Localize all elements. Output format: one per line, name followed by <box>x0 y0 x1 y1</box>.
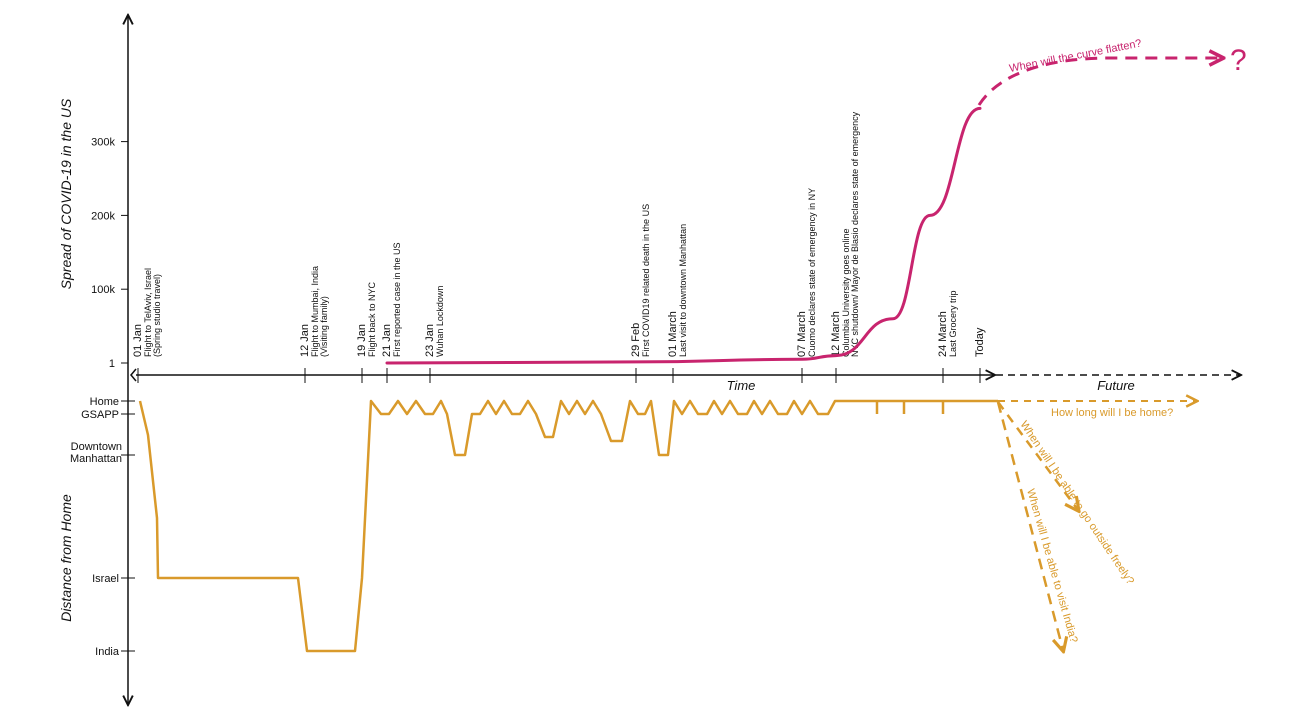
covid-tick-label: 200k <box>91 210 115 222</box>
event-label: 12 March Columbia University goes online N… <box>830 111 860 357</box>
event-description: Flight to TelAviv, Israel <box>143 268 153 357</box>
future-label: Future <box>1097 378 1135 393</box>
event-label: 01 Jan Flight to TelAviv, Israel (Spring s… <box>132 268 162 357</box>
covid-tick-label: 1 <box>109 358 115 370</box>
covid-projection-line <box>977 58 1222 106</box>
distance-series-line <box>138 399 998 653</box>
event-label: 01 March Last visit to downtown Manhattan <box>667 224 688 357</box>
curve-question: When will the curve flatten? <box>1008 37 1142 74</box>
event-date: 23 Jan <box>424 324 436 357</box>
distance-tick-label: GSAPP <box>81 409 119 421</box>
event-description: NYC shutdown/ Mayor de Blasio declares s… <box>850 111 860 357</box>
event-date: Today <box>974 327 986 357</box>
time-axis-left-arrow <box>130 368 137 382</box>
event-label: 23 Jan Wuhan Lockdown <box>424 286 445 357</box>
event-label: 21 Jan First reported case in the US <box>381 242 402 357</box>
event-description: (Visiting family) <box>319 296 329 357</box>
event-description: First COVID19 related death in the US <box>641 204 651 357</box>
event-date: 12 March <box>830 311 842 357</box>
event-date: 01 Jan <box>132 324 144 357</box>
event-date: 29 Feb <box>630 323 642 357</box>
distance-axis-title: Distance from Home <box>58 494 74 622</box>
event-description: Last visit to downtown Manhattan <box>678 224 688 357</box>
covid-tick-label: 300k <box>91 137 115 149</box>
distance-tick-label: India <box>95 646 120 658</box>
event-label: 24 March Last Grocery trip <box>937 290 958 357</box>
distance-tick-label: Israel <box>92 573 119 585</box>
covid-axis-title: Spread of COVID-19 in the US <box>58 98 74 289</box>
time-label: Time <box>727 378 756 393</box>
curve-question-mark: ? <box>1230 44 1247 77</box>
event-date: 19 Jan <box>356 324 368 357</box>
event-description: First reported case in the US <box>392 242 402 357</box>
covid-tick-label: 100k <box>91 284 115 296</box>
event-description: Flight to Mumbai, India <box>310 266 320 357</box>
covid-y-ticks: 1 100k 200k 300k <box>91 137 128 370</box>
event-label: 29 Feb First COVID19 related death in the… <box>630 204 651 357</box>
distance-tick-label: Home <box>90 396 119 408</box>
home-question: How long will I be home? <box>1051 407 1173 419</box>
india-projection-arrow <box>996 401 1063 650</box>
event-date: 21 Jan <box>381 324 393 357</box>
event-date: 01 March <box>667 311 679 357</box>
event-date: 12 Jan <box>299 324 311 357</box>
event-description: Wuhan Lockdown <box>435 286 445 357</box>
event-description: Last Grocery trip <box>948 290 958 357</box>
distance-tick-label: Downtown Manhattan <box>70 441 122 465</box>
event-date: 07 March <box>796 311 808 357</box>
event-label: 12 Jan Flight to Mumbai, India (Visiting f… <box>299 266 329 357</box>
event-label: 19 Jan Flight back to NYC <box>356 281 377 357</box>
event-description: (Spring studio travel) <box>152 274 162 357</box>
event-label: 07 March Cuomo declares state of emergenc… <box>796 188 817 357</box>
event-date: 24 March <box>937 311 949 357</box>
event-label: Today <box>974 327 986 357</box>
covid-series-line <box>385 106 982 365</box>
event-description: Columbia University goes online <box>841 228 851 357</box>
event-labels: 01 Jan Flight to TelAviv, Israel (Spring s… <box>132 111 986 357</box>
india-question: When will I be able to visit India? <box>1024 488 1080 645</box>
outside-projection-arrow <box>996 401 1078 510</box>
home-visit-spikes <box>875 401 945 414</box>
event-ticks <box>137 368 981 383</box>
event-description: Flight back to NYC <box>367 281 377 357</box>
event-description: Cuomo declares state of emergency in NY <box>807 188 817 357</box>
